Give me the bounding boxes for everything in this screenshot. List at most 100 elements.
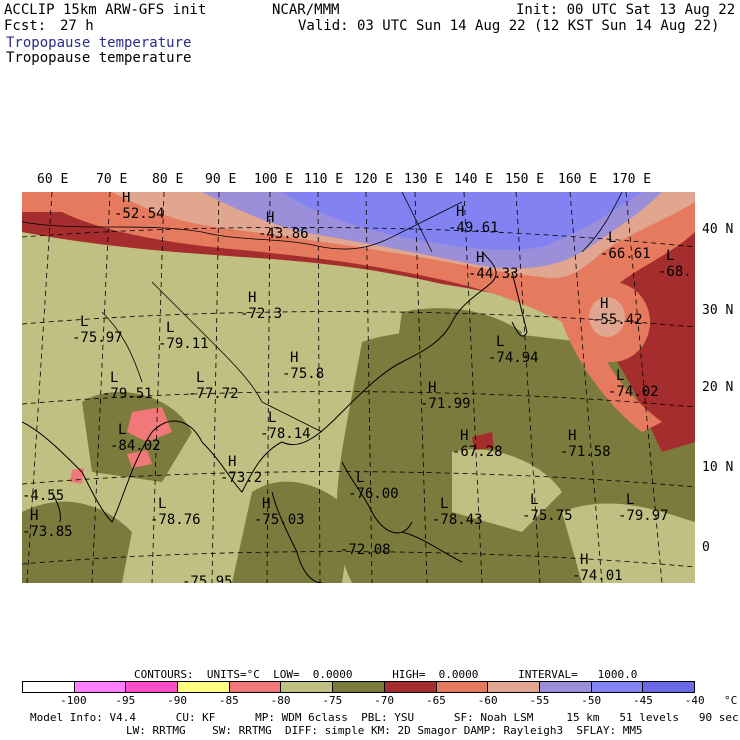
low-marker: L xyxy=(166,320,174,336)
legend-tick-label: -45 xyxy=(633,694,653,707)
light-olive-region-pacific xyxy=(452,449,562,532)
legend-tick-label: °C xyxy=(724,694,738,707)
lon-label: 60 E xyxy=(37,172,69,187)
center-value-label: -77.72 xyxy=(188,386,239,402)
red-cold-patch xyxy=(472,432,494,450)
center-value-label: -73.2 xyxy=(220,470,262,486)
center-value-label: -44.33 xyxy=(468,266,519,282)
center-value-label: -79.11 xyxy=(158,336,209,352)
legend-tick-label: -70 xyxy=(374,694,395,707)
legend-swatch xyxy=(178,682,230,692)
field-title-filled: Tropopause temperature xyxy=(6,35,192,51)
lon-label: 150 E xyxy=(505,172,545,187)
legend-swatch xyxy=(384,682,437,692)
legend-tick-label: -65 xyxy=(425,694,446,707)
model-title: ACCLIP 15km ARW-GFS init xyxy=(4,2,207,18)
center-label: NCAR/MMM xyxy=(272,2,340,18)
high-marker: H xyxy=(248,290,256,306)
low-marker: L xyxy=(268,410,276,426)
low-marker: L xyxy=(616,368,624,384)
low-marker: L xyxy=(80,314,88,330)
dark-olive-region-indian-ocean xyxy=(22,501,132,583)
legend-tick-label: -90 xyxy=(167,694,187,707)
graticule xyxy=(22,192,695,583)
lat-label: 20 N xyxy=(702,380,734,395)
center-value-label: -78.76 xyxy=(150,512,201,528)
map-svg xyxy=(22,192,695,583)
legend-tick-label: -75 xyxy=(322,694,343,707)
high-marker: H xyxy=(262,496,270,512)
legend-tick-label: -100 xyxy=(60,694,87,707)
lon-label: 90 E xyxy=(205,172,237,187)
tan-typhoon-core xyxy=(589,297,625,337)
center-value-label: -72.3 xyxy=(240,306,282,322)
light-olive-region-south xyxy=(562,503,695,583)
low-marker: L xyxy=(530,492,538,508)
center-value-label: -68. xyxy=(658,264,692,280)
legend-tick-label: -60 xyxy=(477,694,498,707)
low-marker: L xyxy=(666,248,674,264)
low-marker: L xyxy=(440,496,448,512)
lat-label: 40 N xyxy=(702,222,734,237)
lon-label: 170 E xyxy=(612,172,652,187)
color-legend xyxy=(22,681,695,693)
legend-tick-label: -85 xyxy=(218,694,239,707)
legend-swatch xyxy=(74,682,127,692)
center-value-label: -76.00 xyxy=(348,486,399,502)
lon-label: 120 E xyxy=(354,172,394,187)
high-marker: H xyxy=(456,204,464,220)
dark-olive-region-china xyxy=(392,308,522,412)
high-marker: H xyxy=(122,192,130,206)
center-value-label: -74.94 xyxy=(488,350,539,366)
legend-swatch xyxy=(643,682,694,692)
high-marker: H xyxy=(476,250,484,266)
lon-label: 80 E xyxy=(152,172,184,187)
high-marker: H xyxy=(428,380,436,396)
lat-label: 30 N xyxy=(702,303,734,318)
high-marker: H xyxy=(266,210,274,226)
center-value-label: -67.28 xyxy=(452,444,503,460)
blue-region xyxy=(282,192,642,250)
center-value-label: -52.54 xyxy=(114,206,165,222)
high-marker: H xyxy=(290,350,298,366)
lon-label: 160 E xyxy=(558,172,598,187)
center-value-label: -73.85 xyxy=(22,524,73,540)
center-value-label: -79.51 xyxy=(102,386,153,402)
low-marker: L xyxy=(496,334,504,350)
center-value-label: -75.95 xyxy=(182,574,233,583)
center-value-label: -4.55 xyxy=(22,488,64,504)
center-value-label: -75.8 xyxy=(282,366,324,382)
low-marker: L xyxy=(110,370,118,386)
center-value-label: -74.01 xyxy=(572,568,623,583)
legend-swatch xyxy=(539,682,592,692)
borders xyxy=(22,192,623,433)
legend-tick-label: -55 xyxy=(529,694,550,707)
legend-tick-label: -80 xyxy=(270,694,291,707)
map-panel xyxy=(22,192,695,583)
center-value-label: -72.08 xyxy=(340,542,391,558)
field-title-contour: Tropopause temperature xyxy=(6,50,192,66)
legend-swatch xyxy=(23,682,75,692)
legend-swatch xyxy=(488,682,540,692)
legend-swatch xyxy=(591,682,644,692)
center-value-label: -71.99 xyxy=(420,396,471,412)
center-value-label: -79.97 xyxy=(618,508,669,524)
lon-label: 70 E xyxy=(96,172,128,187)
legend-swatch xyxy=(229,682,282,692)
high-marker: H xyxy=(228,454,236,470)
coastlines xyxy=(22,251,528,583)
contours-info: CONTOURS: UNITS=°C LOW= 0.0000 HIGH= 0.0… xyxy=(134,668,638,681)
high-marker: H xyxy=(30,508,38,524)
lat-label: 0 xyxy=(702,540,710,555)
low-marker: L xyxy=(626,492,634,508)
high-marker: H xyxy=(460,428,468,444)
center-value-label: -74.02 xyxy=(608,384,659,400)
low-marker: L xyxy=(608,230,616,246)
model-info-line1: Model Info: V4.4 CU: KF MP: WDM 6class P… xyxy=(30,711,739,724)
center-value-label: -55.42 xyxy=(592,312,643,328)
forecast-hour: 27 h xyxy=(60,18,94,34)
legend-tick-label: -40 xyxy=(684,694,705,707)
low-marker: L xyxy=(118,422,126,438)
dark-olive-region-indochina xyxy=(232,481,352,583)
center-value-label: -75.75 xyxy=(522,508,573,524)
